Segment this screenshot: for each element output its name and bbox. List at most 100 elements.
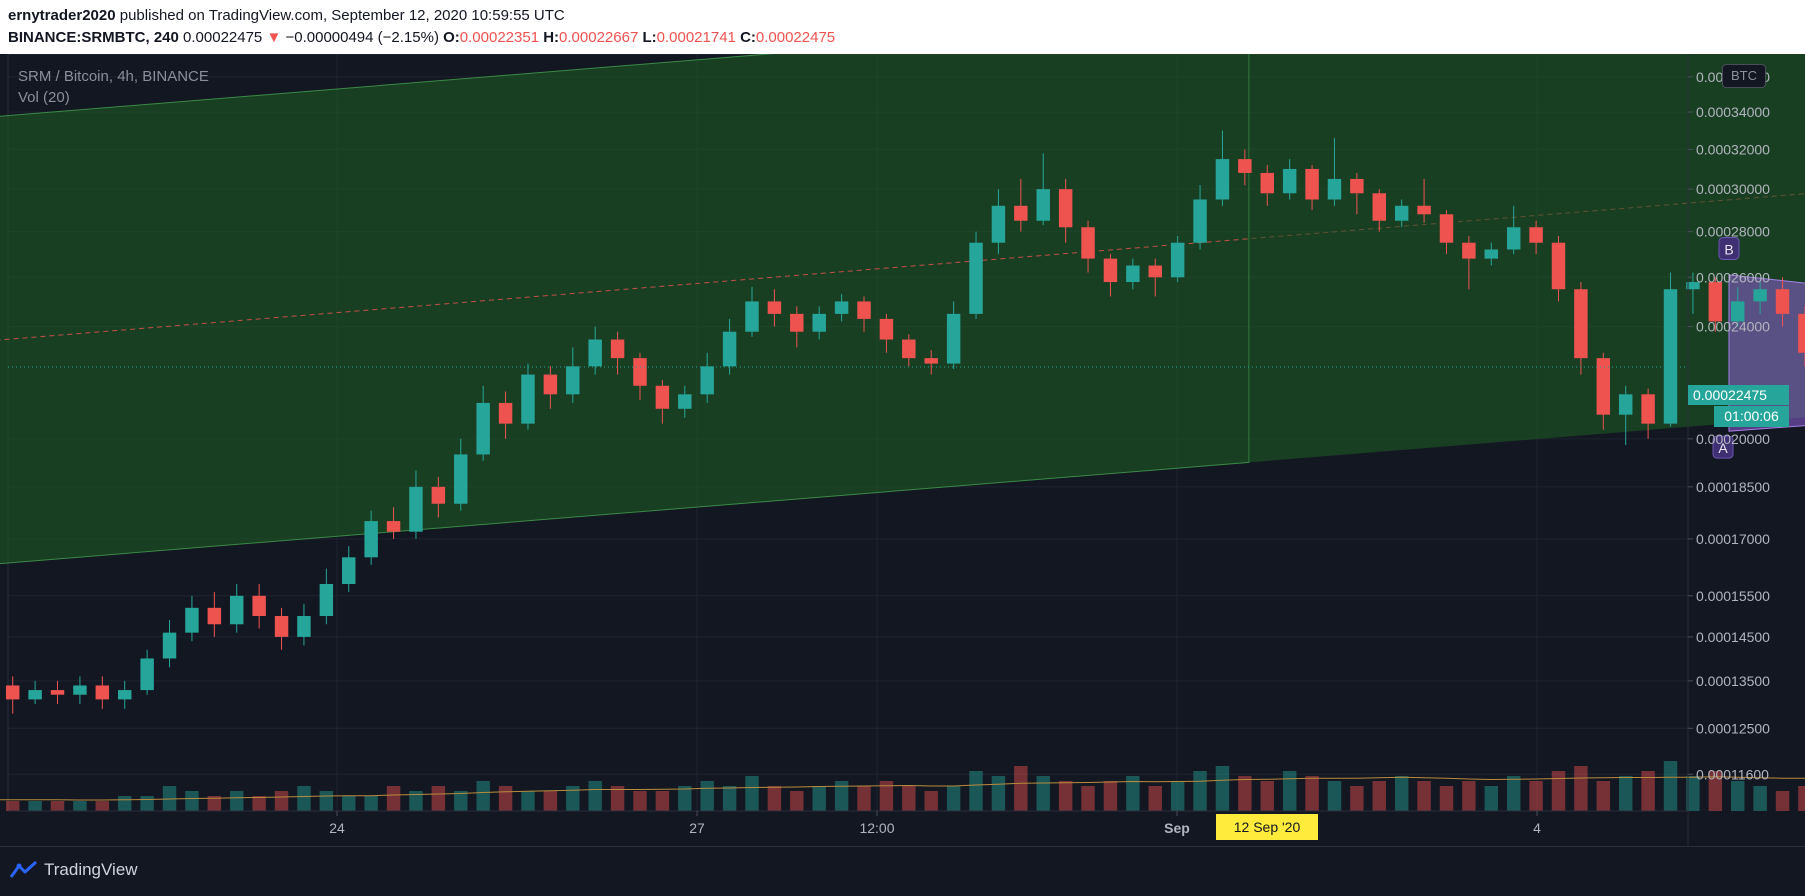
candle-body — [230, 595, 244, 625]
symbol-label: BINANCE:SRMBTC, 240 — [8, 29, 179, 46]
volume-bar — [297, 786, 311, 811]
volume-bar — [1798, 786, 1805, 811]
candle-body — [1484, 249, 1499, 259]
candle-body — [185, 607, 199, 633]
publication-line: ernytrader2020 published on TradingView.… — [8, 7, 565, 24]
pattern-point-badge — [1718, 236, 1740, 260]
currency-badge[interactable]: BTC — [1722, 64, 1766, 88]
candle-body — [722, 331, 737, 367]
tradingview-icon — [10, 861, 38, 878]
volume-bar — [1641, 771, 1655, 811]
last-price: 0.00022475 — [183, 29, 263, 46]
candle-body — [1686, 282, 1700, 290]
publisher-name[interactable]: ernytrader2020 — [8, 7, 116, 24]
volume-bar — [342, 796, 356, 811]
volume-bar — [1036, 776, 1050, 811]
candle-body — [1775, 289, 1790, 314]
volume-bar — [1327, 781, 1342, 811]
volume-bar — [1394, 776, 1409, 811]
time-axis[interactable]: 1212:001720242712:00Sep47101721 — [0, 811, 1805, 836]
candle-body — [342, 557, 356, 585]
tradingview-brand: TradingView — [44, 860, 138, 879]
volume-bar — [230, 791, 244, 811]
candle-body — [812, 313, 826, 332]
candle-body — [857, 301, 871, 319]
candle-body — [28, 690, 42, 700]
candle-body — [252, 595, 266, 617]
candle-body — [924, 358, 938, 364]
candle-body — [1506, 227, 1521, 250]
candle-body — [745, 301, 759, 332]
candle-body — [1058, 189, 1073, 228]
volume-bar — [28, 801, 42, 811]
time-tick-label: 4 — [1533, 820, 1541, 836]
volume-bar — [476, 781, 490, 811]
price-tick-label: 0.00020000 — [1696, 431, 1770, 447]
volume-bar — [1417, 781, 1431, 811]
volume-bar — [1126, 776, 1140, 811]
volume-bar — [73, 801, 87, 811]
volume-bar — [745, 776, 759, 811]
current-price-label: 0.00022475 — [1688, 385, 1789, 405]
tradingview-logo[interactable]: TradingView — [10, 860, 138, 880]
chart-legend-title[interactable]: SRM / Bitcoin, 4h, BINANCE — [18, 68, 209, 85]
volume-bar — [1439, 786, 1454, 811]
candle-body — [1081, 227, 1095, 259]
volume-legend[interactable]: Vol (20) — [18, 89, 70, 106]
high-label: H: — [543, 29, 560, 46]
candle-body — [969, 242, 983, 314]
candle-body — [790, 313, 804, 332]
volume-bar — [1462, 781, 1476, 811]
pattern-point-badge — [1712, 435, 1734, 459]
volume-bar — [1081, 786, 1095, 811]
candle-body — [1439, 214, 1454, 243]
volume-bar — [431, 786, 446, 811]
candle-body — [946, 313, 961, 364]
candle-body — [1529, 227, 1543, 243]
candle-body — [588, 339, 602, 367]
candle-body — [1148, 265, 1162, 278]
candle-body — [834, 301, 849, 314]
volume-bars — [5, 761, 1805, 811]
volume-bar — [1506, 776, 1521, 811]
candle-body — [1014, 205, 1028, 221]
volume-bar — [1596, 781, 1611, 811]
price-chart[interactable]: ABCD 0.000360000.000340000.000320000.000… — [0, 54, 1805, 846]
price-tick-label: 0.00028000 — [1696, 224, 1770, 240]
close-value: 0.00022475 — [755, 29, 836, 46]
candle-body — [1551, 242, 1566, 290]
volume-bar — [1260, 781, 1274, 811]
price-tick-label: 0.00014500 — [1696, 629, 1770, 645]
candle-body — [879, 318, 894, 340]
volume-bar — [1753, 786, 1767, 811]
candle-body — [1036, 189, 1050, 221]
price-tick-label: 0.00034000 — [1696, 104, 1770, 120]
price-tick-label: 0.00024000 — [1696, 319, 1770, 335]
candle-body — [1753, 289, 1767, 302]
price-axis[interactable]: 0.000360000.000340000.000320000.00030000… — [1688, 69, 1770, 782]
close-label: C: — [740, 29, 756, 46]
volume-bar — [700, 781, 714, 811]
volume-bar — [1215, 766, 1230, 811]
volume-bar — [902, 786, 916, 811]
candle-body — [1305, 168, 1319, 200]
high-value: 0.00022667 — [559, 29, 639, 46]
candle-body — [1663, 289, 1678, 424]
candle-body — [1260, 172, 1274, 194]
published-text: published on TradingView.com, September … — [119, 7, 565, 24]
candle-body — [431, 486, 446, 504]
candle-body — [162, 632, 177, 659]
candle-body — [1103, 258, 1118, 283]
price-tick-label: 0.00026000 — [1696, 269, 1770, 285]
volume-bar — [857, 786, 871, 811]
volume-bar — [1282, 771, 1297, 811]
volume-bar — [1305, 776, 1319, 811]
volume-bar — [678, 786, 692, 811]
price-tick-label: 0.00030000 — [1696, 181, 1770, 197]
price-tick-label: 0.00018500 — [1696, 479, 1770, 495]
volume-bar — [1708, 771, 1723, 811]
volume-bar — [521, 791, 535, 811]
price-tick-label: 0.00015500 — [1696, 588, 1770, 604]
volume-bar — [1574, 766, 1588, 811]
time-tick-label: 12:00 — [859, 820, 894, 836]
